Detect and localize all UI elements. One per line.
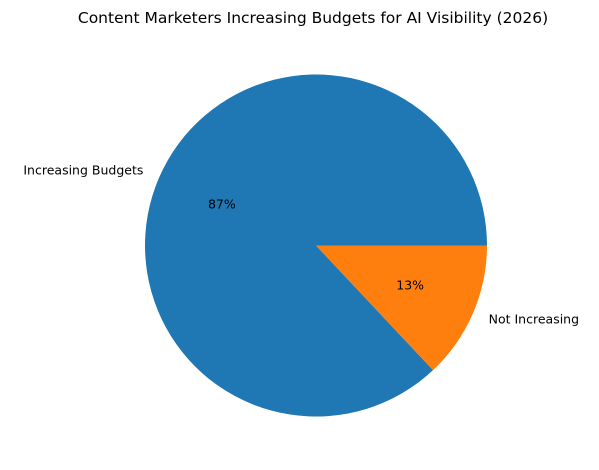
pie-slice-not-increasing — [316, 245, 487, 371]
slice-label: Increasing Budgets — [23, 162, 143, 177]
chart-title: Content Marketers Increasing Budgets for… — [78, 9, 548, 27]
pie-labels: Increasing Budgets 87% Not Increasing 13% — [23, 162, 579, 326]
slice-percent-label: 13% — [396, 278, 424, 293]
slice-label: Not Increasing — [489, 312, 579, 327]
pie-slices — [145, 74, 488, 417]
slice-percent-label: 87% — [208, 196, 236, 211]
